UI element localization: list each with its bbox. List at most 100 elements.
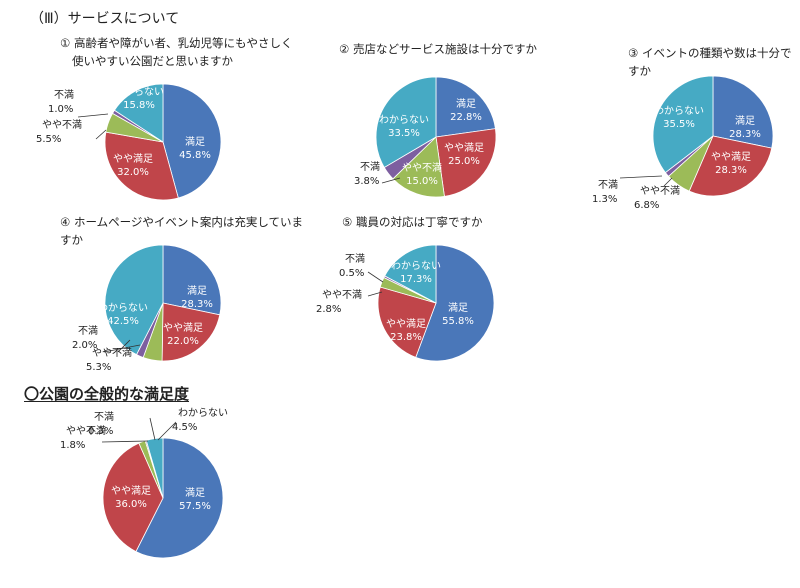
- pie-6-value-1: 57.5%: [179, 501, 211, 512]
- pie-6-value-5: 4.5%: [172, 422, 197, 433]
- pie-2-value-3: 15.0%: [406, 176, 438, 187]
- pie-2-label-1: 満足: [456, 98, 476, 110]
- pie-1-leader-4: [77, 113, 109, 118]
- pie-3-leader-4: [619, 175, 663, 179]
- pie-3-value-4: 1.3%: [592, 194, 617, 205]
- pie-4-label-1: 満足: [187, 285, 207, 297]
- chart-4-title: ④ ホームページやイベント案内は充実していま すか: [60, 213, 303, 249]
- pie-4-label-4: 不満: [78, 325, 98, 337]
- pie-1-value-4: 1.0%: [48, 104, 73, 115]
- pie-4-value-3: 5.3%: [86, 362, 111, 373]
- pie-4-slice-1: [162, 244, 222, 316]
- pie-2-label-5: わからない: [379, 114, 429, 126]
- pie-6-leader-4: [149, 417, 156, 441]
- pie-6-label-5: わからない: [178, 407, 228, 419]
- pie-4-slice-5: [104, 244, 164, 356]
- pie-5-leader-4: [367, 271, 384, 283]
- pie-3-value-1: 28.3%: [729, 129, 761, 140]
- pie-4-label-3: やや不満: [92, 347, 132, 359]
- pie-5-label-2: やや満足: [386, 318, 426, 330]
- pie-1-leader-3: [95, 129, 107, 140]
- pie-4-leader-4: [103, 344, 141, 353]
- overall-satisfaction-title: 〇公園の全般的な満足度: [24, 385, 190, 403]
- pie-3-leader-3: [663, 177, 673, 187]
- pie-6-label-2: やや満足: [111, 485, 151, 497]
- pie-6-label-1: 満足: [185, 487, 205, 499]
- pie-3-slice-2: [688, 135, 773, 197]
- pie-3-value-5: 35.5%: [663, 119, 695, 130]
- pie-3-label-4: 不満: [598, 179, 618, 191]
- pie-6-leader-3: [101, 440, 149, 443]
- pie-chart-2: 満足 22.8% やや満足 25.0% やや不満 15.0% 不満 3.8% わからない 33.5…: [354, 76, 497, 198]
- pie-chart-5: 満足 55.8% やや満足 23.8% やや不満 2.8% 不満 0.5% わからない 17.3%: [316, 244, 495, 362]
- pie-4-label-5: わからない: [98, 302, 148, 314]
- pie-1-label-1: 満足: [185, 136, 205, 148]
- pie-4-leader-3: [117, 339, 131, 353]
- pie-chart-1: 満足 45.8% やや満足 32.0% やや不満 5.5% 不満 1.0% わからない 15.8%: [36, 83, 222, 201]
- pie-5-value-2: 23.8%: [390, 332, 422, 343]
- pie-2-label-3: やや不満: [402, 162, 442, 174]
- section-heading: （Ⅲ）サービスについて: [30, 11, 180, 27]
- pie-4-label-2: やや満足: [163, 322, 203, 334]
- pie-3-value-3: 6.8%: [634, 200, 659, 211]
- pie-4-value-2: 22.0%: [167, 336, 199, 347]
- pie-1-value-1: 45.8%: [179, 150, 211, 161]
- pie-6-slice-2: [102, 442, 164, 553]
- pie-5-slice-5: [384, 244, 437, 304]
- pie-6-slice-1: [135, 437, 224, 559]
- chart-1-title: ① 高齢者や障がい者、乳幼児等にもやさしく 使いやすい公園だと思いますか: [60, 34, 292, 70]
- pie-1-value-2: 32.0%: [117, 167, 149, 178]
- pie-2-leader-4: [381, 177, 401, 184]
- chart-5-title: ⑤ 職員の対応は丁寧ですか: [342, 215, 483, 229]
- pie-5-label-5: わからない: [391, 260, 441, 272]
- pie-6-leader-5: [157, 421, 177, 441]
- pie-2-value-5: 33.5%: [388, 128, 420, 139]
- pie-5-slice-1: [415, 244, 495, 362]
- pie-1-slice-2: [104, 131, 179, 201]
- pie-6-value-2: 36.0%: [115, 499, 147, 510]
- pie-1-slice-1: [162, 83, 222, 199]
- pie-2-slice-5: [375, 76, 437, 168]
- pie-1-value-5: 15.8%: [123, 100, 155, 111]
- pie-chart-4: 満足 28.3% やや満足 22.0% やや不満 5.3% 不満 2.0% わからない 42.5%: [72, 244, 222, 373]
- chart-1-title-line-1: ① 高齢者や障がい者、乳幼児等にもやさしく: [60, 36, 293, 50]
- pie-1-slice-5: [113, 83, 164, 143]
- pie-chart-6: 満足 57.5% やや満足 36.0% やや不満 1.8% 不満 0.3% わからない 4.5%: [60, 407, 228, 559]
- pie-4-value-5: 42.5%: [107, 316, 139, 327]
- pie-5-leader-3: [367, 291, 383, 297]
- pie-1-label-4: 不満: [54, 89, 74, 101]
- pie-3-slice-5: [652, 75, 714, 174]
- pie-2-value-1: 22.8%: [450, 112, 482, 123]
- pie-6-label-4: 不満: [94, 411, 114, 423]
- chart-4-title-line-1: ④ ホームページやイベント案内は充実していま: [60, 215, 304, 229]
- pie-5-value-1: 55.8%: [442, 316, 474, 327]
- pie-2-value-2: 25.0%: [448, 156, 480, 167]
- pie-1-label-2: やや満足: [113, 153, 153, 165]
- pie-3-value-2: 28.3%: [715, 165, 747, 176]
- pie-4-value-1: 28.3%: [181, 299, 213, 310]
- chart-1-title-line-2: 使いやすい公園だと思いますか: [72, 54, 233, 68]
- pie-1-label-3: やや不満: [42, 119, 82, 131]
- pie-4-slice-2: [161, 302, 221, 362]
- pie-5-value-4: 0.5%: [339, 268, 364, 279]
- pie-2-value-4: 3.8%: [354, 176, 379, 187]
- pie-chart-3: 満足 28.3% やや満足 28.3% やや不満 6.8% 不満 1.3% わからない 35.5%: [592, 75, 774, 211]
- pie-6-label-3: やや不満: [66, 425, 106, 437]
- pie-3-label-3: やや不満: [640, 185, 680, 197]
- pie-1-label-5: わからない: [114, 86, 164, 98]
- pie-2-label-4: 不満: [360, 161, 380, 173]
- pie-3-slice-1: [712, 75, 774, 149]
- pie-5-value-5: 17.3%: [400, 274, 432, 285]
- pie-2-label-2: やや満足: [444, 142, 484, 154]
- chart-2-title: ② 売店などサービス施設は十分ですか: [339, 42, 537, 56]
- pie-2-slice-2: [435, 128, 497, 197]
- pie-2-slice-1: [435, 76, 496, 138]
- pie-5-label-1: 満足: [448, 302, 468, 314]
- pie-5-label-4: 不満: [345, 253, 365, 265]
- pie-6-value-3: 1.8%: [60, 440, 85, 451]
- pie-4-value-4: 2.0%: [72, 340, 97, 351]
- pie-5-label-3: やや不満: [322, 289, 362, 301]
- chart-3-title: ③ イベントの種類や数は十分ですか: [628, 46, 792, 78]
- pie-3-label-2: やや満足: [711, 151, 751, 163]
